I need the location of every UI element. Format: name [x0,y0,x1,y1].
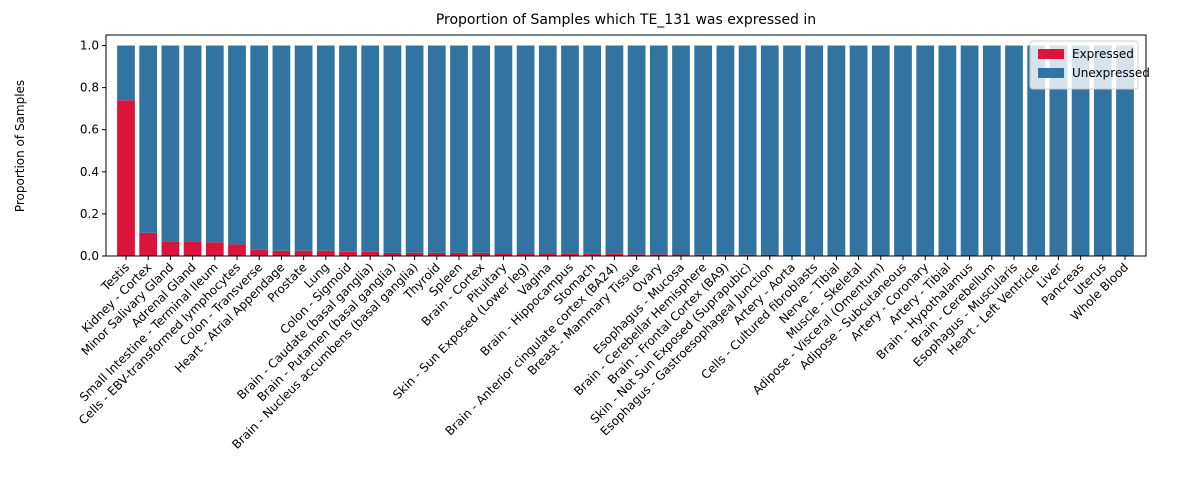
bar-segment [561,45,579,254]
bar-segment [760,254,779,256]
bar-segment [583,45,602,254]
bar-segment [982,45,1001,257]
y-tick-label: 0.0 [80,249,99,263]
bar-segment [494,45,513,254]
bar-segment [583,253,602,256]
bar-segment [938,45,957,257]
bar-segment [538,253,557,256]
bar-segment [627,254,646,256]
bar-segment [1005,45,1023,257]
bar-segment [205,45,224,243]
legend-swatch [1038,49,1064,59]
bar-segment [738,45,757,255]
bar-segment [117,100,135,256]
bar-segment [117,45,135,101]
bar-segment [672,45,690,255]
bar-segment [294,45,313,251]
bar-segment [427,45,446,253]
y-tick-label: 1.0 [80,39,99,53]
plot-frame [105,34,1147,257]
bar-segment [383,45,402,253]
bar-segment [561,253,579,256]
bar-segment [339,251,357,256]
legend-label: Expressed [1072,47,1134,61]
bar-segment [1093,45,1112,257]
y-tick-label: 0.2 [80,207,99,221]
bar-segment [916,45,935,257]
bar-segment [427,252,446,256]
y-axis-label: Proportion of Samples [13,80,27,212]
bar-segment [339,45,357,252]
bar-segment [849,45,868,257]
bar-segment [760,45,779,255]
bar-segment [827,45,846,257]
bar-segment [649,45,668,255]
bar-segment [405,252,424,256]
bar-segment [1027,45,1046,257]
bar-segment [805,45,824,256]
bar-segment [538,45,557,254]
legend-swatch [1038,68,1064,78]
bar-segment [272,250,291,256]
bar-segment [361,45,380,252]
bar-segment [161,45,180,242]
chart-title: Proportion of Samples which TE_131 was e… [436,12,816,28]
bar-segment [361,251,380,256]
bar-segment [738,254,757,256]
bar-segment [316,250,335,256]
bar-segment [450,45,468,253]
bar-segment [627,45,646,255]
bar-segment [1049,45,1068,257]
bar-segment [694,254,713,256]
bar-segment [605,253,624,256]
bar-segment [250,45,269,250]
bar-segment [605,45,624,254]
y-tick-label: 0.8 [80,81,99,95]
bar-segment [871,45,890,257]
bar-segment [783,45,801,255]
bar-segment [183,45,202,242]
bar-segment [228,45,246,245]
bar-segment [649,254,668,256]
bar-segment [783,254,801,256]
bar-segment [405,45,424,253]
bar-segment [716,45,735,255]
bar-segment [894,45,912,257]
legend-label: Unexpressed [1072,66,1150,80]
bar-segment [272,45,291,251]
bar-segment [316,45,335,251]
bar-segment [494,253,513,256]
legend: Expressed Unexpressed [1029,40,1150,90]
bar-segment [450,252,468,256]
bar-segment [694,45,713,255]
bar-segment [716,254,735,256]
bar-segment [1116,45,1134,257]
bar-segment [960,45,979,257]
bar-segment [228,244,246,256]
bar-segment [161,241,180,256]
bar-segment [183,241,202,256]
bar-segment [1071,45,1090,257]
bar-segment [472,252,491,256]
bar-segment [383,252,402,256]
bar-segment [516,253,535,256]
bar-segment [294,250,313,256]
bar-segment [250,249,269,256]
bar-segment [139,232,158,256]
bar-segment [516,45,535,254]
bar-segment [139,45,158,233]
y-tick-label: 0.4 [80,165,99,179]
y-tick-label: 0.6 [80,123,99,137]
bar-segment [672,254,690,256]
bar-segment [205,242,224,256]
bar-segment [472,45,491,253]
